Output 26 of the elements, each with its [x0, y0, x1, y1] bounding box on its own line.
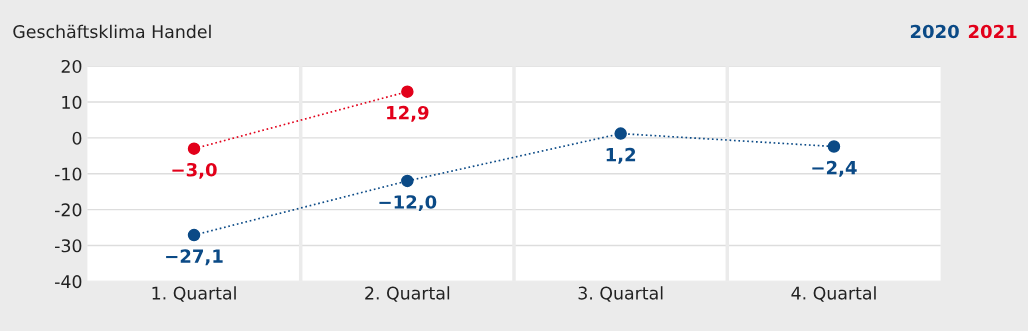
- y-tick-label: 20: [61, 59, 82, 74]
- data-label: −3,0: [172, 162, 217, 179]
- x-tick-label: 1. Quartal: [152, 286, 236, 302]
- y-tick-label: 10: [62, 95, 82, 109]
- point: [827, 140, 841, 153]
- data-label: 1,2: [606, 147, 636, 164]
- text: 2020: [910, 24, 959, 39]
- point: [401, 174, 414, 188]
- x-tick-label: 2. Quartal: [365, 286, 450, 302]
- y-tick-label: 0: [72, 131, 82, 145]
- text: 2021: [968, 24, 1017, 39]
- point: [187, 142, 201, 155]
- y-tick-label: -40: [55, 275, 82, 289]
- y-tick-label: -30: [55, 239, 82, 253]
- point: [614, 127, 627, 140]
- data-label: −12,0: [379, 195, 437, 212]
- point: [187, 228, 201, 242]
- data-label: −27,1: [166, 249, 223, 266]
- x-tick-label: 3. Quartal: [578, 286, 663, 302]
- data-label: 12,9: [387, 105, 429, 122]
- x-tick-label: 4. Quartal: [791, 286, 876, 302]
- y-tick-label: -20: [55, 203, 82, 217]
- data-label: −2,4: [812, 160, 857, 177]
- chart-title: Geschäftsklima Handel: [13, 24, 211, 39]
- point: [401, 85, 414, 98]
- y-tick-label: -10: [55, 167, 82, 181]
